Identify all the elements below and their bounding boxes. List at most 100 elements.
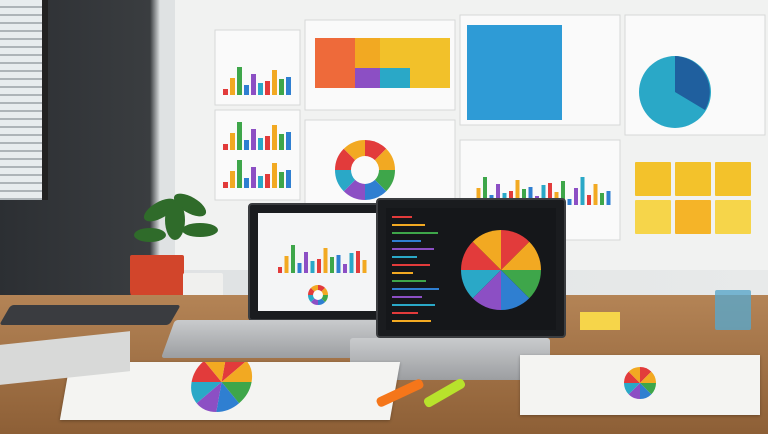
bar	[237, 122, 242, 150]
bar	[265, 174, 270, 188]
code-line	[392, 280, 426, 282]
treemap-block	[380, 38, 450, 68]
sticky-note	[715, 162, 751, 196]
bar	[278, 267, 282, 273]
code-line	[392, 240, 421, 242]
pie-slice	[501, 270, 530, 310]
bar-group	[223, 122, 291, 188]
code-line	[392, 312, 418, 314]
pie-slice	[501, 230, 530, 270]
notebook	[520, 355, 760, 415]
bar	[258, 138, 263, 150]
bar	[580, 177, 585, 205]
bar	[496, 184, 500, 205]
sticky-note	[635, 162, 671, 196]
pie-group	[461, 230, 541, 310]
pie-slice	[640, 371, 656, 383]
plant-pot	[130, 255, 184, 301]
bar	[223, 144, 228, 150]
bar	[251, 74, 256, 95]
bar	[362, 260, 367, 273]
paper-pie-chart	[191, 352, 253, 412]
code-line	[392, 248, 434, 250]
pie-slice	[221, 360, 253, 382]
treemap-block	[410, 68, 450, 88]
bar	[244, 85, 249, 95]
bar	[286, 132, 291, 150]
laptop-right-screen	[376, 198, 566, 338]
pie-slice	[624, 371, 640, 383]
blue-block	[467, 25, 562, 120]
bar	[593, 184, 598, 205]
bar	[291, 245, 295, 273]
bar	[606, 191, 611, 205]
bar	[237, 67, 242, 95]
code-line	[392, 320, 431, 322]
pen-holder	[715, 290, 751, 330]
pie-slice	[675, 56, 710, 110]
bar	[223, 182, 228, 188]
bar	[237, 160, 242, 188]
bar	[279, 79, 284, 95]
pie-slice	[628, 367, 640, 383]
bar	[528, 187, 533, 205]
bar	[286, 77, 291, 95]
window-blinds	[0, 0, 48, 200]
sticky-note-desk	[580, 312, 620, 330]
wall-charts	[214, 14, 766, 241]
pie-slice	[221, 382, 252, 404]
donut-hole	[313, 290, 323, 300]
bar	[343, 264, 347, 273]
pie-slice	[624, 383, 640, 395]
sticky-note	[715, 200, 751, 234]
pie-slice	[640, 383, 652, 399]
pie-slice	[461, 241, 501, 270]
bar	[258, 176, 263, 188]
bar	[251, 129, 256, 150]
bar	[349, 253, 354, 273]
bar	[272, 70, 277, 95]
laptop-left-screen	[248, 203, 388, 321]
panel-bars-1	[214, 29, 301, 106]
bar	[317, 259, 321, 273]
dashboard-charts	[278, 245, 367, 305]
bar	[522, 189, 526, 205]
pie-chart	[392, 216, 541, 322]
pie-slice	[640, 367, 652, 383]
bar	[230, 171, 235, 188]
bar	[279, 134, 284, 150]
code-line	[392, 288, 439, 290]
donut-hole	[351, 156, 379, 184]
sticky-note	[675, 162, 711, 196]
chart-wall	[175, 0, 768, 270]
bar	[476, 188, 481, 205]
bar	[587, 195, 591, 205]
bar	[336, 255, 341, 273]
bar-group	[278, 245, 367, 273]
treemap-block	[380, 68, 410, 88]
pie-slice	[640, 383, 656, 395]
code-line	[392, 216, 412, 218]
bar	[304, 252, 308, 273]
sticky-note	[635, 200, 671, 234]
treemap-block	[355, 38, 380, 68]
pie-slice	[501, 270, 541, 299]
bar	[272, 163, 277, 188]
bar	[515, 180, 520, 205]
bar	[286, 170, 291, 188]
bar	[297, 263, 302, 273]
bar	[323, 248, 328, 273]
bar	[265, 81, 270, 95]
bar	[567, 199, 572, 205]
pie-slice	[628, 383, 640, 399]
pie-slice	[501, 241, 541, 270]
code-line	[392, 232, 438, 234]
bar	[574, 188, 578, 205]
bar	[310, 261, 315, 273]
code-line	[392, 256, 417, 258]
bar	[244, 140, 249, 150]
bar	[258, 83, 263, 95]
dashboard-screen	[258, 213, 378, 311]
pie-slice	[472, 230, 501, 270]
bar-group	[223, 67, 291, 95]
